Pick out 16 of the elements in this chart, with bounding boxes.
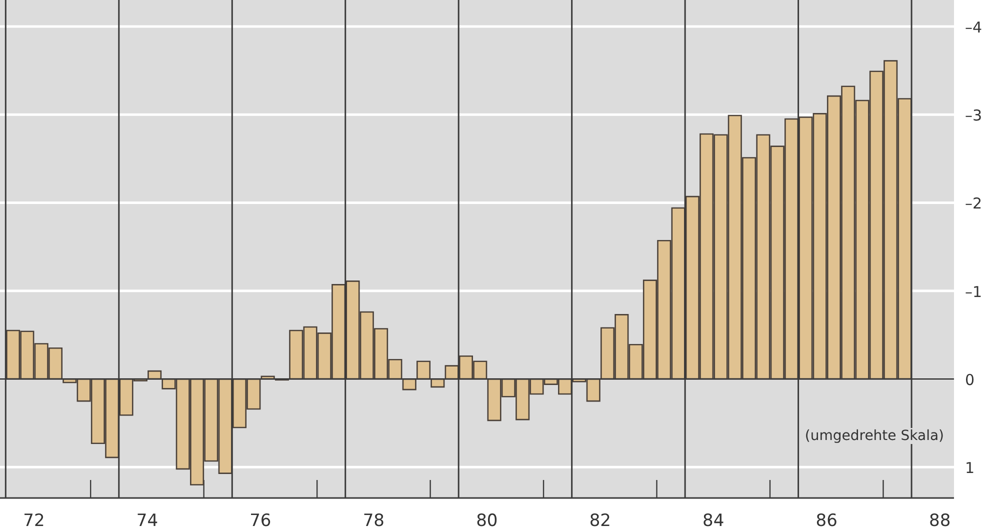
- y-tick-label: –1: [965, 282, 982, 301]
- y-tick-label: –3: [965, 106, 982, 125]
- y-tick-label: 0: [965, 371, 975, 390]
- x-tick-label: 88: [929, 511, 951, 531]
- x-tick-label: 86: [816, 511, 838, 531]
- x-tick-label: 74: [136, 511, 158, 531]
- x-tick-label: 82: [589, 511, 611, 531]
- x-tick-label: 78: [362, 511, 384, 531]
- y-tick-label: –4: [965, 18, 982, 36]
- x-tick-label: 72: [23, 511, 45, 531]
- y-tick-label: 1: [965, 459, 975, 478]
- x-tick-label: 84: [702, 511, 724, 531]
- annotation: (umgedrehte Skala): [800, 428, 948, 444]
- y-tick-label: –2: [965, 194, 982, 213]
- x-tick-label: 76: [250, 511, 272, 531]
- x-tick-label: 80: [476, 511, 498, 531]
